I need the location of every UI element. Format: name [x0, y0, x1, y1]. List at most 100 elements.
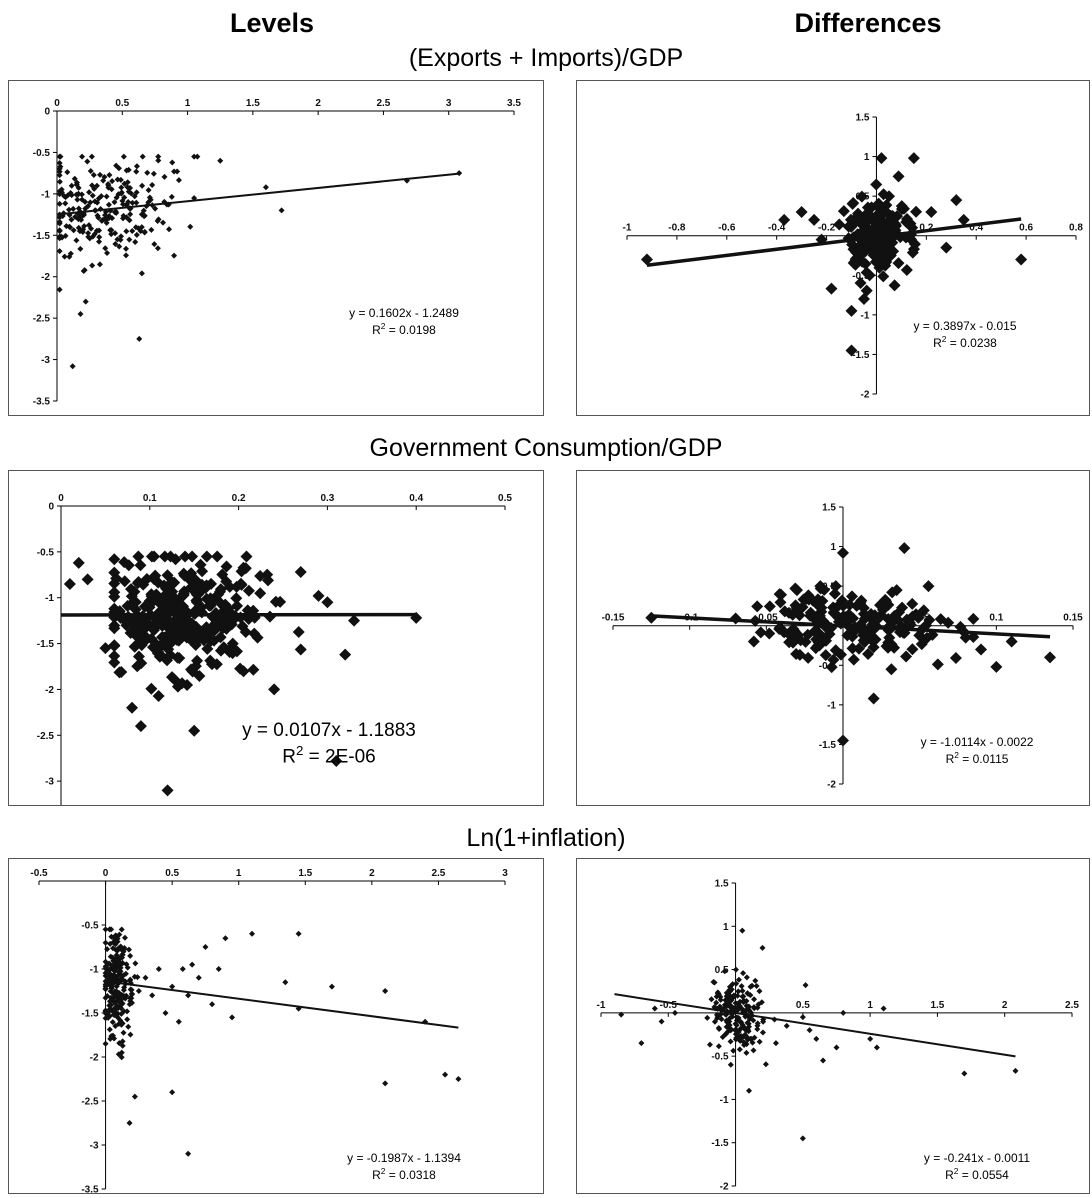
x-tick-label: 1 [185, 98, 191, 109]
data-point [923, 614, 936, 627]
data-point [907, 152, 920, 165]
data-point [113, 162, 120, 169]
data-point [185, 1150, 192, 1157]
data-point [782, 627, 795, 640]
data-point [870, 178, 883, 191]
data-point [753, 983, 760, 990]
data-point [263, 610, 276, 623]
data-point [940, 241, 953, 254]
trendline [56, 172, 460, 216]
y-tick-label: 1.5 [822, 503, 836, 514]
data-point [207, 625, 220, 638]
data-point [880, 595, 893, 608]
x-tick-label: 0.2 [232, 493, 246, 504]
data-point [174, 168, 181, 175]
data-point [857, 634, 870, 647]
data-point [86, 189, 93, 196]
data-point [145, 199, 152, 206]
data-point [268, 683, 281, 696]
x-tick-label: 0.2 [919, 223, 933, 234]
r-squared-text: R2 = 2E-06 [282, 742, 376, 768]
data-point [738, 983, 745, 990]
data-point [187, 223, 194, 230]
data-point [820, 634, 833, 647]
data-point [959, 631, 972, 644]
data-point [225, 618, 238, 631]
data-point [150, 170, 157, 177]
data-point [195, 625, 208, 638]
data-point [895, 200, 908, 213]
data-point [91, 185, 98, 192]
data-point [132, 224, 139, 231]
data-point [925, 205, 938, 218]
data-point [850, 246, 863, 259]
data-point [844, 213, 857, 226]
data-point [847, 653, 860, 666]
y-tick-label: -1 [45, 593, 54, 604]
data-point [108, 1033, 115, 1040]
trendline [646, 217, 1022, 268]
data-point [975, 643, 987, 656]
data-point [906, 246, 919, 259]
data-point [747, 635, 760, 648]
data-point [205, 577, 218, 590]
data-point [56, 159, 63, 166]
data-point [904, 618, 917, 631]
data-point [108, 994, 115, 1001]
row-title-government: Government Consumption/GDP [369, 434, 723, 462]
y-tick-label: -1 [90, 965, 99, 976]
data-point [732, 966, 739, 973]
data-point [63, 223, 70, 230]
data-point [90, 172, 97, 179]
header-levels: Levels [229, 8, 315, 38]
data-point [900, 263, 913, 276]
data-point [127, 211, 134, 218]
data-point [107, 953, 114, 960]
x-tick-label: -0.05 [755, 613, 778, 624]
data-point [814, 580, 827, 593]
data-point [880, 1005, 887, 1012]
data-point [294, 643, 307, 656]
data-point [171, 651, 184, 664]
data-point [125, 198, 132, 205]
x-tick-label: 1 [867, 1000, 873, 1011]
data-point [128, 999, 135, 1006]
data-point [148, 226, 155, 233]
data-point [110, 964, 117, 971]
data-point [195, 601, 208, 614]
data-point [833, 1044, 840, 1051]
equation-text: y = -1.0114x - 0.0022 [920, 735, 1034, 749]
data-point [278, 207, 285, 214]
data-point [128, 990, 135, 997]
data-point [103, 193, 110, 200]
x-tick-label: 0.6 [1019, 223, 1033, 234]
data-point [855, 190, 868, 203]
data-point [61, 253, 68, 260]
data-point [752, 977, 759, 984]
data-point [846, 590, 859, 603]
data-point [247, 663, 260, 676]
data-point [169, 159, 176, 166]
r-squared-text: R2 = 0.0554 [945, 1166, 1009, 1182]
data-point [735, 988, 742, 995]
data-point [789, 582, 802, 595]
x-tick-label: 3 [446, 98, 452, 109]
data-point [146, 194, 153, 201]
data-point [102, 245, 109, 252]
data-point [111, 1005, 118, 1012]
data-point [791, 604, 804, 617]
data-point [855, 214, 868, 227]
trendline [105, 980, 459, 1029]
data-point [105, 1014, 112, 1021]
x-tick-label: 0.8 [1069, 223, 1083, 234]
data-point [89, 192, 96, 199]
data-point [106, 926, 113, 933]
data-point [810, 633, 823, 646]
equation-text: y = 0.3897x - 0.015 [913, 319, 1017, 333]
data-point [134, 627, 147, 640]
data-point [120, 1029, 127, 1036]
data-point [658, 1018, 665, 1025]
data-point [88, 225, 95, 232]
data-point [819, 649, 832, 662]
data-point [202, 944, 209, 950]
